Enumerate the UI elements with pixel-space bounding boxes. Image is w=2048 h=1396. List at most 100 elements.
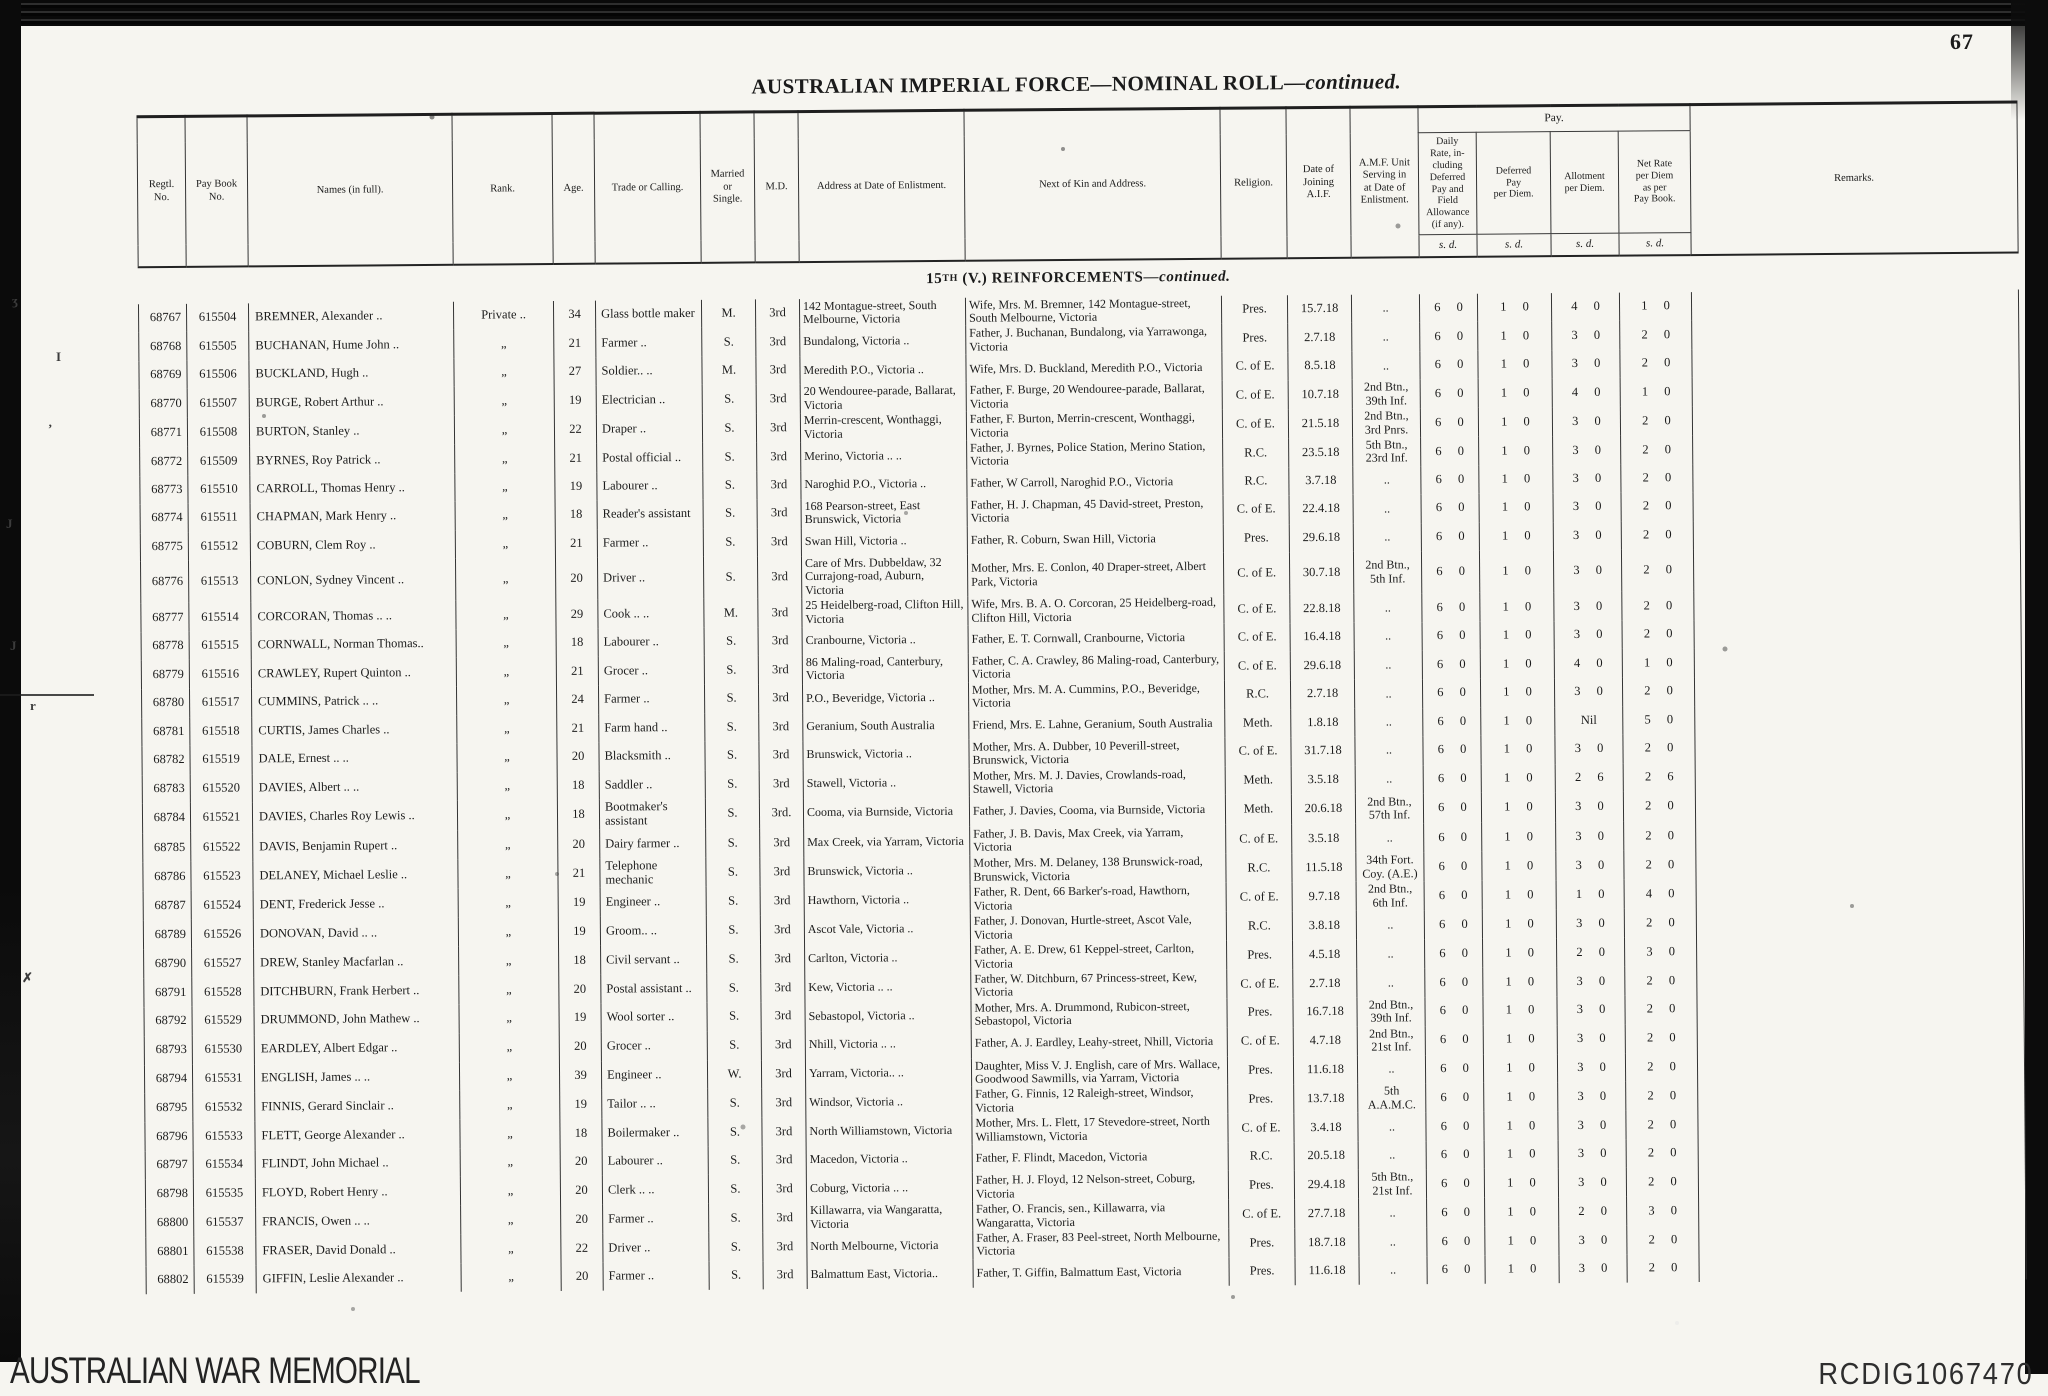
col-header-date-joining: Date of Joining A.I.F. xyxy=(1285,107,1352,258)
cell-name: BURGE, Robert Arthur .. xyxy=(249,387,455,418)
cell-address: Carlton, Victoria .. xyxy=(804,942,971,973)
cell-md: 3rd xyxy=(760,972,805,1003)
cell-date-joining: 3.5.18 xyxy=(1291,765,1356,795)
cell-daily-rate: 6 0 xyxy=(1422,707,1481,736)
cell-married-single: S. xyxy=(705,769,760,800)
cell-name: DONOVAN, David .. .. xyxy=(253,917,459,949)
col-header-names: Names (in full). xyxy=(246,114,454,266)
cell-rank: „ xyxy=(454,472,556,502)
col-header-pay-group: Pay. xyxy=(1417,104,1691,133)
cell-next-of-kin: Father, C. A. Crawley, 86 Maling-road, C… xyxy=(968,651,1225,683)
cell-md: 3rd xyxy=(756,384,801,414)
cell-net-rate: 2 0 xyxy=(1621,591,1695,621)
cell-address: P.O., Beveridge, Victoria .. xyxy=(802,682,969,713)
cell-religion: C. of E. xyxy=(1223,594,1291,624)
cell-deferred-pay: 1 0 xyxy=(1484,1226,1559,1256)
cell-allotment: 3 0 xyxy=(1558,1254,1628,1283)
cell-rank: „ xyxy=(454,386,555,416)
cell-next-of-kin: Father, E. T. Cornwall, Cranbourne, Vict… xyxy=(968,623,1225,654)
cell-next-of-kin: Father, A. Fraser, 83 Peel-street, North… xyxy=(972,1228,1229,1260)
cell-trade: Saddler .. xyxy=(599,770,706,801)
cell-regtl-no: 68777 xyxy=(140,602,190,633)
cell-net-rate: 3 0 xyxy=(1626,1196,1699,1226)
cell-deferred-pay: 1 0 xyxy=(1482,995,1558,1026)
cell-net-rate: 2 0 xyxy=(1624,908,1697,938)
cell-remarks xyxy=(1698,1164,2026,1197)
cell-allotment: Nil xyxy=(1554,706,1623,735)
cell-trade: Farmer .. xyxy=(595,328,702,358)
cell-trade: Groom.. .. xyxy=(600,916,707,946)
cell-age: 19 xyxy=(558,916,601,947)
cell-age: 18 xyxy=(559,1118,603,1149)
cell-md: 3rd xyxy=(755,356,801,385)
cell-address: Swan Hill, Victoria .. xyxy=(801,526,968,556)
cell-rank: „ xyxy=(455,557,556,601)
cell-married-single: S. xyxy=(705,857,761,888)
cell-remarks xyxy=(1698,1193,2026,1225)
cell-trade: Civil servant .. xyxy=(600,944,707,975)
cell-rank: „ xyxy=(458,1003,560,1034)
cell-date-joining: 2.7.18 xyxy=(1292,968,1357,999)
cell-amf-unit: .. xyxy=(1356,910,1425,940)
cell-age: 19 xyxy=(558,887,601,918)
cell-allotment: 3 0 xyxy=(1552,406,1621,437)
cell-md: 3rd xyxy=(756,442,801,472)
cell-daily-rate: 6 0 xyxy=(1426,1168,1485,1199)
cell-rank: „ xyxy=(458,946,559,976)
cell-address: Hawthorn, Victoria .. xyxy=(804,885,971,916)
cell-md: 3rd xyxy=(756,470,802,500)
cell-regtl-no: 68781 xyxy=(141,717,190,746)
cell-age: 20 xyxy=(559,1032,602,1062)
cell-daily-rate: 6 0 xyxy=(1426,1255,1486,1284)
cell-pay-book-no: 615505 xyxy=(186,331,249,362)
cell-religion: R.C. xyxy=(1222,438,1289,468)
cell-remarks xyxy=(1692,461,2021,492)
cell-amf-unit: .. xyxy=(1358,1141,1427,1170)
cell-md: 3rd xyxy=(761,1030,806,1060)
cell-deferred-pay: 1 0 xyxy=(1479,521,1554,551)
cell-age: 18 xyxy=(555,500,598,530)
cell-deferred-pay: 1 0 xyxy=(1479,592,1555,622)
cell-next-of-kin: Mother, Mrs. E. Conlon, 40 Draper-street… xyxy=(967,552,1224,597)
cell-address: Meredith P.O., Victoria .. xyxy=(799,355,967,385)
cell-trade: Farm hand .. xyxy=(598,713,705,743)
cell-name: CURTIS, James Charles .. xyxy=(251,715,457,746)
cell-md: 3rd xyxy=(759,827,804,858)
cell-date-joining: 13.7.18 xyxy=(1293,1084,1358,1114)
cell-next-of-kin: Mother, Mrs. M. A. Cummins, P.O., Beveri… xyxy=(968,680,1225,712)
cell-trade: Telephone mechanic xyxy=(599,857,707,888)
cell-rank: „ xyxy=(460,1148,561,1177)
footer-institution-label: AUSTRALIAN WAR MEMORIAL xyxy=(10,1350,421,1391)
cell-rank: „ xyxy=(456,685,557,716)
cell-md: 3rd xyxy=(760,886,805,916)
cell-amf-unit: .. xyxy=(1354,735,1424,766)
cell-remarks xyxy=(1692,374,2020,407)
cell-allotment: 3 0 xyxy=(1552,435,1621,466)
cell-address: Sebastopol, Victoria .. xyxy=(804,1000,972,1031)
cell-next-of-kin: Friend, Mrs. E. Lahne, Geranium, South A… xyxy=(968,709,1225,740)
cell-net-rate: 2 0 xyxy=(1621,548,1694,592)
cell-address: Brunswick, Victoria .. xyxy=(803,855,971,887)
cell-remarks xyxy=(1696,876,2024,909)
document-title-continued: continued. xyxy=(1305,69,1402,95)
cell-regtl-no: 68791 xyxy=(143,977,192,1008)
cell-married-single: S. xyxy=(704,655,759,685)
cell-pay-book-no: 615535 xyxy=(193,1178,256,1208)
col-header-deferred-pay: Deferred Pay per Diem. xyxy=(1476,131,1551,235)
cell-rank: „ xyxy=(454,415,555,445)
cell-regtl-no: 68784 xyxy=(142,803,191,834)
cell-rank: „ xyxy=(453,358,555,388)
cell-remarks xyxy=(1694,674,2022,706)
cell-pay-book-no: 615514 xyxy=(188,602,252,632)
scan-artifact-left-strip xyxy=(0,0,21,1362)
cell-deferred-pay: 1 0 xyxy=(1480,649,1555,679)
col-header-allotment: Allotment per Diem. xyxy=(1550,131,1619,234)
cell-allotment: 4 0 xyxy=(1551,292,1620,322)
cell-married-single: S. xyxy=(704,684,759,714)
cell-married-single: M. xyxy=(703,598,759,628)
cell-name: DITCHBURN, Frank Herbert .. xyxy=(253,975,459,1007)
cell-next-of-kin: Mother, Mrs. A. Drummond, Rubicon-street… xyxy=(970,998,1228,1030)
cell-daily-rate: 6 0 xyxy=(1420,407,1479,438)
cell-rank: „ xyxy=(457,800,558,831)
cell-amf-unit: .. xyxy=(1353,494,1422,524)
